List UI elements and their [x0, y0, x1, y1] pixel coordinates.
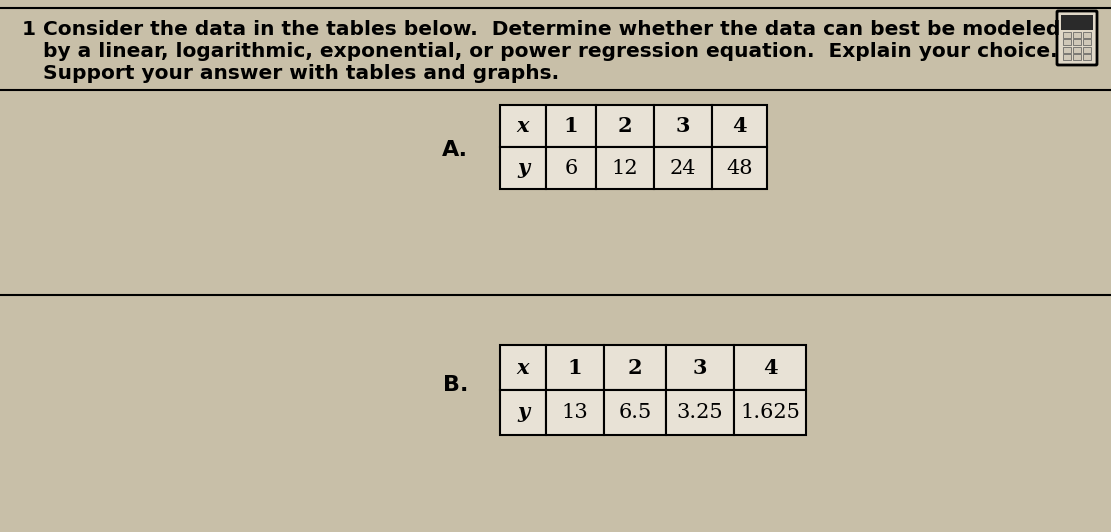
- Text: 24: 24: [670, 159, 697, 178]
- Text: by a linear, logarithmic, exponential, or power regression equation.  Explain yo: by a linear, logarithmic, exponential, o…: [22, 42, 1058, 61]
- Bar: [1082, 32, 1091, 38]
- Bar: [734, 390, 805, 435]
- Text: 1.625: 1.625: [740, 403, 800, 422]
- Bar: [1062, 39, 1071, 45]
- Bar: [546, 147, 595, 189]
- Bar: [1082, 47, 1091, 53]
- Bar: [665, 390, 734, 435]
- Bar: [595, 105, 654, 147]
- Text: 2: 2: [618, 116, 632, 136]
- Bar: [1082, 54, 1091, 60]
- Bar: [595, 147, 654, 189]
- Text: 13: 13: [562, 403, 589, 422]
- Bar: [1062, 47, 1071, 53]
- Bar: [1062, 32, 1071, 38]
- Bar: [500, 390, 546, 435]
- Text: y: y: [517, 158, 529, 178]
- Text: 1: 1: [563, 116, 579, 136]
- Text: Support your answer with tables and graphs.: Support your answer with tables and grap…: [22, 64, 559, 83]
- Text: 6.5: 6.5: [619, 403, 652, 422]
- Text: 3: 3: [693, 358, 708, 378]
- Bar: [500, 105, 546, 147]
- Bar: [1082, 39, 1091, 45]
- Text: 3: 3: [675, 116, 690, 136]
- Bar: [654, 147, 712, 189]
- Text: 48: 48: [727, 159, 753, 178]
- Bar: [1061, 15, 1093, 30]
- Text: x: x: [517, 116, 529, 136]
- Bar: [546, 105, 595, 147]
- Bar: [1062, 54, 1071, 60]
- Bar: [546, 390, 604, 435]
- Text: x: x: [517, 358, 529, 378]
- Bar: [500, 147, 546, 189]
- Bar: [604, 390, 665, 435]
- Bar: [1072, 39, 1081, 45]
- Text: 3.25: 3.25: [677, 403, 723, 422]
- Bar: [1072, 32, 1081, 38]
- Text: A.: A.: [442, 140, 468, 160]
- Bar: [500, 345, 546, 390]
- Text: 1: 1: [568, 358, 582, 378]
- Text: 4: 4: [762, 358, 778, 378]
- Bar: [1072, 47, 1081, 53]
- Bar: [604, 345, 665, 390]
- Text: 4: 4: [732, 116, 747, 136]
- Bar: [734, 345, 805, 390]
- Text: 12: 12: [612, 159, 639, 178]
- FancyBboxPatch shape: [1057, 11, 1097, 65]
- Bar: [546, 345, 604, 390]
- Bar: [665, 345, 734, 390]
- Bar: [654, 105, 712, 147]
- Bar: [712, 147, 767, 189]
- Text: 6: 6: [564, 159, 578, 178]
- Text: 1 Consider the data in the tables below.  Determine whether the data can best be: 1 Consider the data in the tables below.…: [22, 20, 1060, 39]
- Bar: [1072, 54, 1081, 60]
- Text: y: y: [517, 403, 529, 422]
- Text: 2: 2: [628, 358, 642, 378]
- Bar: [712, 105, 767, 147]
- Text: B.: B.: [442, 375, 468, 395]
